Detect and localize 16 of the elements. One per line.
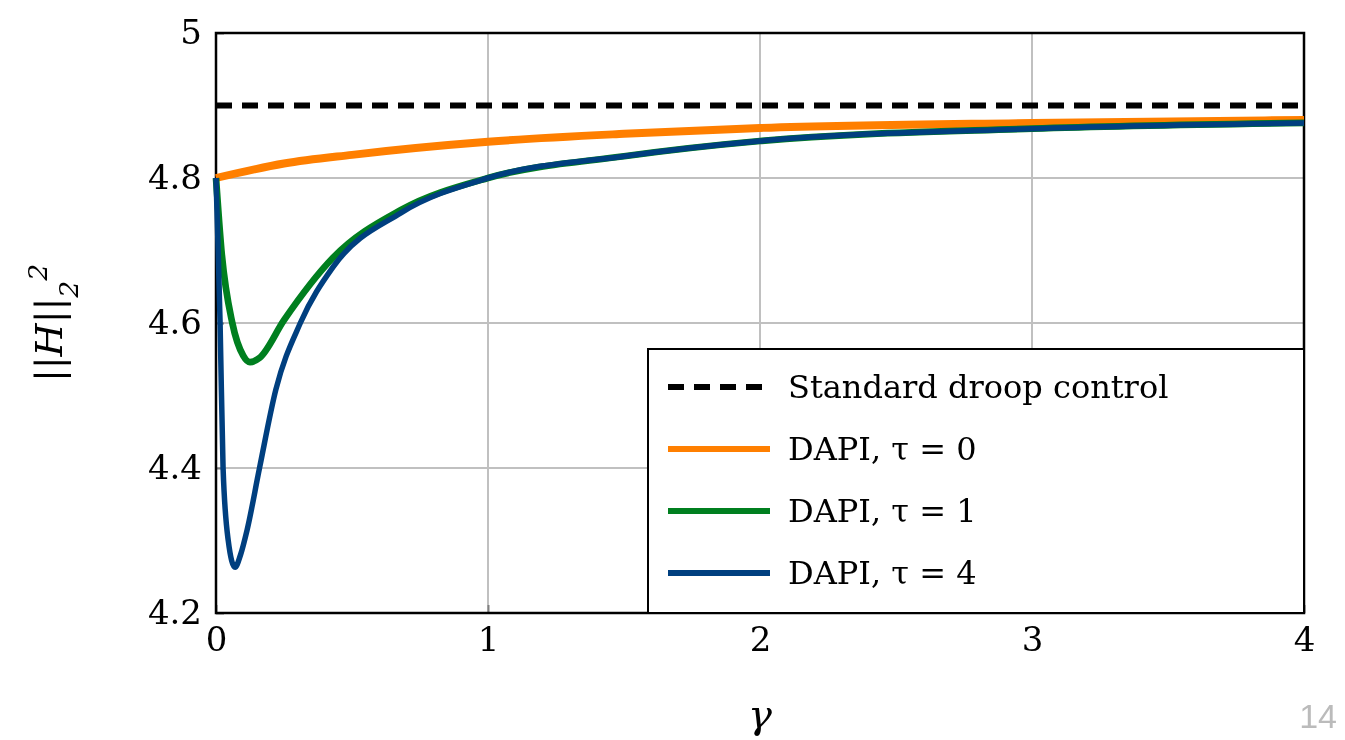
x-tick-label: 4 [1293,619,1316,660]
y-tick-label: 4.4 [147,447,202,488]
y-tick-label: 4.8 [147,157,202,198]
x-tick-label: 0 [205,619,228,660]
legend-label: DAPI, τ = 4 [788,554,977,592]
y-tick-label: 4.2 [147,592,202,633]
x-tick-label: 1 [477,619,500,660]
y-tick-label: 5 [180,12,202,53]
x-tick-label: 2 [749,619,772,660]
legend-label: DAPI, τ = 0 [788,430,977,468]
x-tick-label: 3 [1021,619,1044,660]
legend-label: DAPI, τ = 1 [788,492,977,530]
text: 14 [1299,697,1337,735]
x-axis-title: γ [748,691,773,737]
legend-label: Standard droop control [788,368,1169,406]
y-tick-label: 4.6 [147,302,202,343]
